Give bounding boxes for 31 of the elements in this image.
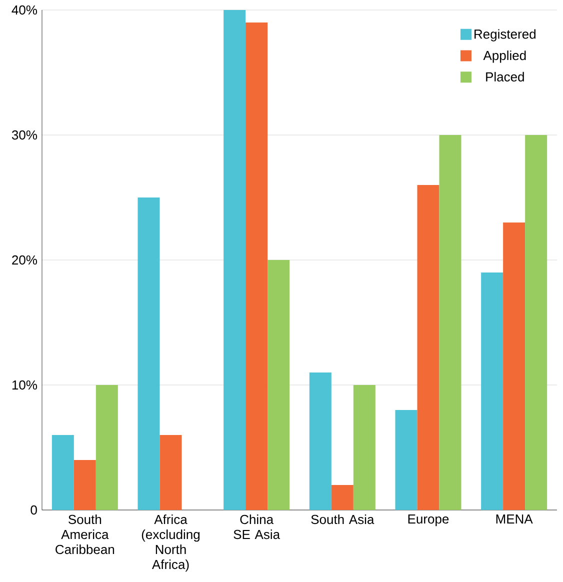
y-tick-label: 20% (12, 255, 38, 265)
y-tick-label: 30% (12, 130, 38, 140)
bar (138, 198, 160, 510)
bar (353, 384, 376, 510)
bar (52, 434, 74, 510)
bar (331, 484, 354, 510)
bar (160, 434, 182, 510)
bar (309, 372, 332, 510)
x-tick-label: Africa (excluding North Africa) (142, 514, 200, 572)
bar (395, 410, 418, 510)
y-tick-label: 40% (12, 5, 38, 15)
bar (439, 135, 462, 510)
y-tick-label: 0 (30, 505, 37, 515)
bar (74, 460, 96, 510)
bar (417, 185, 440, 510)
x-tick-label: Europe (408, 514, 449, 526)
legend-label: Placed (486, 72, 524, 82)
x-tick-label: South America Caribbean (56, 514, 114, 554)
legend-label: Applied (483, 50, 526, 63)
y-tick-label: 10% (12, 380, 38, 390)
legend-label: Registered (474, 29, 536, 42)
bar (96, 384, 118, 510)
bar (525, 135, 548, 510)
bar (503, 222, 526, 510)
x-tick-label: MENA (496, 514, 533, 524)
bar (481, 272, 504, 510)
bar (268, 260, 290, 510)
x-tick-label: China SE Asia (234, 514, 280, 540)
bar (224, 10, 246, 510)
bar (246, 22, 268, 510)
x-tick-label: South Asia (311, 514, 374, 524)
